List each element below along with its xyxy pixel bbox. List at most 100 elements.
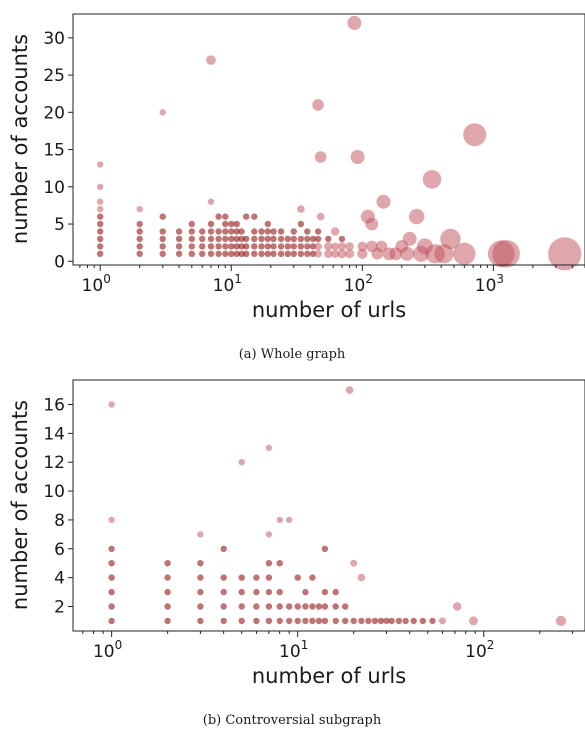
data-point-b-36 bbox=[265, 574, 273, 581]
data-point-a-89 bbox=[277, 250, 285, 257]
data-point-a-6 bbox=[97, 205, 104, 213]
y-tick-label-a-1: 5 bbox=[54, 215, 65, 235]
data-point-b-78 bbox=[395, 617, 403, 625]
data-point-a-31 bbox=[199, 250, 206, 257]
y-tick-label-b-6: 14 bbox=[43, 424, 65, 444]
data-point-b-81 bbox=[419, 617, 426, 625]
x-tick-label-a-0: 100 bbox=[82, 272, 111, 296]
data-point-b-4 bbox=[108, 560, 115, 567]
chart-controversial-subgraph: 2 4 6 8 10 12 14 16 100 101 102 number of urls nu… bbox=[8, 379, 585, 728]
data-point-b-63 bbox=[332, 617, 339, 625]
data-point-a-90 bbox=[277, 243, 285, 250]
scatter-points-b bbox=[108, 386, 567, 627]
data-point-a-34 bbox=[199, 228, 206, 235]
data-point-a-143 bbox=[400, 246, 415, 261]
data-point-a-112 bbox=[314, 250, 322, 258]
data-point-a-144 bbox=[402, 231, 417, 246]
data-point-a-123 bbox=[331, 242, 339, 251]
plot-frame-b bbox=[72, 379, 585, 632]
data-point-b-64 bbox=[332, 603, 339, 610]
data-point-a-59 bbox=[233, 243, 240, 250]
data-point-b-86 bbox=[555, 615, 567, 627]
y-axis-label-b: number of accounts bbox=[8, 400, 32, 610]
data-point-a-16 bbox=[159, 250, 166, 257]
y-axis-ticks-b: 2 4 6 8 10 12 14 16 bbox=[43, 396, 73, 617]
y-tick-label-b-1: 4 bbox=[54, 569, 65, 589]
data-point-a-35 bbox=[207, 250, 215, 257]
data-point-a-20 bbox=[159, 213, 166, 220]
data-point-a-103 bbox=[297, 220, 305, 228]
data-point-a-73 bbox=[251, 235, 258, 243]
data-point-b-14 bbox=[197, 603, 204, 610]
data-point-b-79 bbox=[402, 617, 409, 625]
data-point-a-117 bbox=[316, 212, 325, 221]
data-point-b-66 bbox=[342, 617, 349, 625]
data-point-b-57 bbox=[315, 617, 323, 625]
data-point-a-133 bbox=[357, 241, 368, 252]
y-tick-label-b-5: 12 bbox=[43, 453, 65, 473]
data-point-b-28 bbox=[238, 459, 245, 466]
data-point-b-75 bbox=[377, 617, 385, 625]
data-point-a-127 bbox=[338, 235, 346, 243]
data-point-a-128 bbox=[345, 249, 355, 259]
data-point-a-105 bbox=[304, 250, 311, 257]
data-point-a-62 bbox=[233, 220, 240, 228]
x-tick-label-b-2: 102 bbox=[465, 638, 494, 662]
data-point-a-116 bbox=[312, 99, 324, 111]
data-point-a-11 bbox=[136, 243, 143, 250]
data-point-a-96 bbox=[290, 250, 297, 257]
data-point-a-95 bbox=[284, 235, 291, 243]
data-point-b-22 bbox=[220, 574, 227, 581]
data-point-b-6 bbox=[108, 516, 115, 524]
x-tick-label-b-1: 101 bbox=[279, 638, 308, 662]
data-point-a-48 bbox=[222, 243, 229, 250]
data-point-b-71 bbox=[358, 617, 365, 625]
data-point-b-31 bbox=[253, 588, 260, 596]
data-point-a-124 bbox=[330, 227, 340, 236]
data-point-a-45 bbox=[215, 228, 222, 235]
data-point-b-53 bbox=[302, 588, 309, 596]
plot-frame-a bbox=[72, 13, 585, 266]
data-point-a-135 bbox=[365, 217, 379, 231]
data-point-a-54 bbox=[228, 243, 235, 250]
data-point-a-41 bbox=[206, 55, 216, 65]
data-point-b-50 bbox=[294, 574, 301, 581]
data-point-a-131 bbox=[350, 150, 365, 164]
data-point-b-41 bbox=[276, 603, 283, 610]
data-point-a-33 bbox=[199, 235, 206, 243]
data-point-a-145 bbox=[409, 208, 425, 225]
data-point-a-15 bbox=[136, 205, 143, 213]
data-point-a-0 bbox=[97, 250, 104, 257]
data-point-b-51 bbox=[302, 617, 309, 625]
data-point-a-77 bbox=[258, 243, 265, 250]
data-point-b-19 bbox=[220, 617, 227, 625]
data-point-a-122 bbox=[330, 249, 340, 258]
y-tick-label-b-7: 16 bbox=[43, 396, 65, 416]
data-point-a-153 bbox=[463, 123, 487, 147]
data-point-b-47 bbox=[286, 516, 293, 524]
data-point-a-4 bbox=[97, 220, 104, 228]
data-point-a-9 bbox=[97, 161, 104, 168]
data-point-a-84 bbox=[264, 220, 271, 228]
data-point-b-42 bbox=[276, 588, 283, 596]
data-point-b-56 bbox=[309, 574, 316, 581]
data-point-a-55 bbox=[228, 235, 235, 243]
data-point-a-14 bbox=[136, 220, 143, 228]
caption-a: (a) Whole graph bbox=[239, 347, 346, 362]
data-point-b-7 bbox=[108, 401, 115, 408]
data-point-b-12 bbox=[164, 560, 171, 567]
data-point-a-38 bbox=[207, 228, 215, 235]
data-point-a-22 bbox=[175, 250, 183, 257]
data-point-a-151 bbox=[440, 228, 461, 250]
data-point-b-74 bbox=[371, 617, 379, 625]
data-point-a-150 bbox=[434, 244, 454, 264]
data-point-a-10 bbox=[136, 250, 143, 257]
data-point-b-85 bbox=[468, 616, 478, 626]
data-point-a-98 bbox=[290, 235, 297, 243]
data-point-a-50 bbox=[222, 228, 229, 235]
data-point-b-0 bbox=[108, 617, 115, 625]
data-point-a-30 bbox=[188, 220, 195, 228]
data-point-a-17 bbox=[159, 243, 166, 250]
y-axis-ticks-a: 0 5 10 15 20 25 30 bbox=[43, 29, 73, 272]
x-tick-label-a-2: 102 bbox=[344, 272, 373, 296]
